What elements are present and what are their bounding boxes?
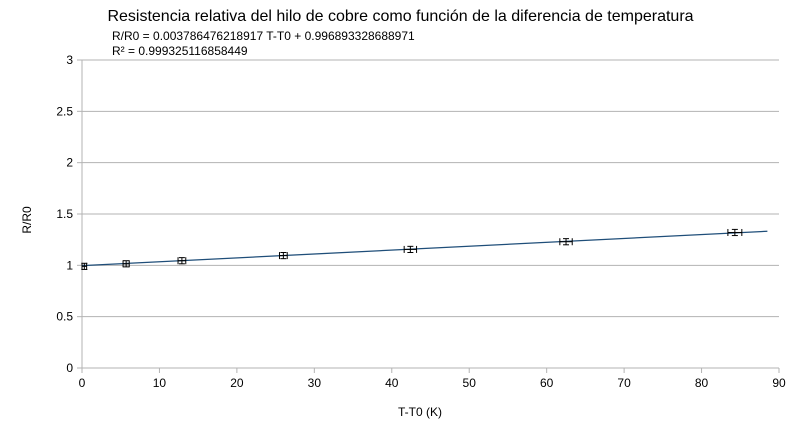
data-point	[559, 238, 573, 246]
data-point	[81, 262, 88, 270]
x-axis-ticks: 0 10 20 30 40 50 60 70 80 90	[79, 368, 786, 390]
data-point	[122, 260, 130, 268]
x-tick-label: 0	[79, 376, 86, 390]
data-point	[177, 257, 187, 265]
x-tick-label: 10	[153, 376, 167, 390]
data-point	[403, 245, 418, 253]
x-tick-label: 60	[540, 376, 554, 390]
chart-title: Resistencia relativa del hilo de cobre c…	[107, 8, 694, 25]
y-tick-label: 3	[66, 53, 73, 67]
x-tick-label: 30	[308, 376, 322, 390]
y-axis-ticks: 0 0.5 1 1.5 2 2.5 3	[56, 53, 82, 375]
data-points	[81, 228, 743, 270]
y-tick-label: 1	[66, 258, 73, 272]
trendline-group	[81, 230, 768, 267]
trendline	[81, 230, 768, 267]
x-tick-label: 80	[695, 376, 709, 390]
y-tick-label: 1.5	[56, 207, 73, 221]
x-tick-label: 90	[772, 376, 786, 390]
y-axis-label: R/R0	[20, 206, 34, 234]
y-tick-label: 2.5	[56, 104, 73, 118]
y-tick-label: 0	[66, 361, 73, 375]
x-tick-label: 40	[385, 376, 399, 390]
trendline-equation: R/R0 = 0.003786476218917 T-T0 + 0.996893…	[112, 29, 415, 43]
y-tick-label: 0.5	[56, 310, 73, 324]
trendline-r-squared: R² = 0.999325116858449	[112, 44, 248, 58]
x-tick-label: 50	[463, 376, 477, 390]
x-tick-label: 20	[230, 376, 244, 390]
data-point	[278, 252, 288, 260]
gridlines	[82, 59, 779, 318]
y-tick-label: 2	[66, 156, 73, 170]
data-point	[727, 228, 743, 237]
x-axis-label: T-T0 (K)	[398, 405, 442, 419]
x-tick-label: 70	[617, 376, 631, 390]
